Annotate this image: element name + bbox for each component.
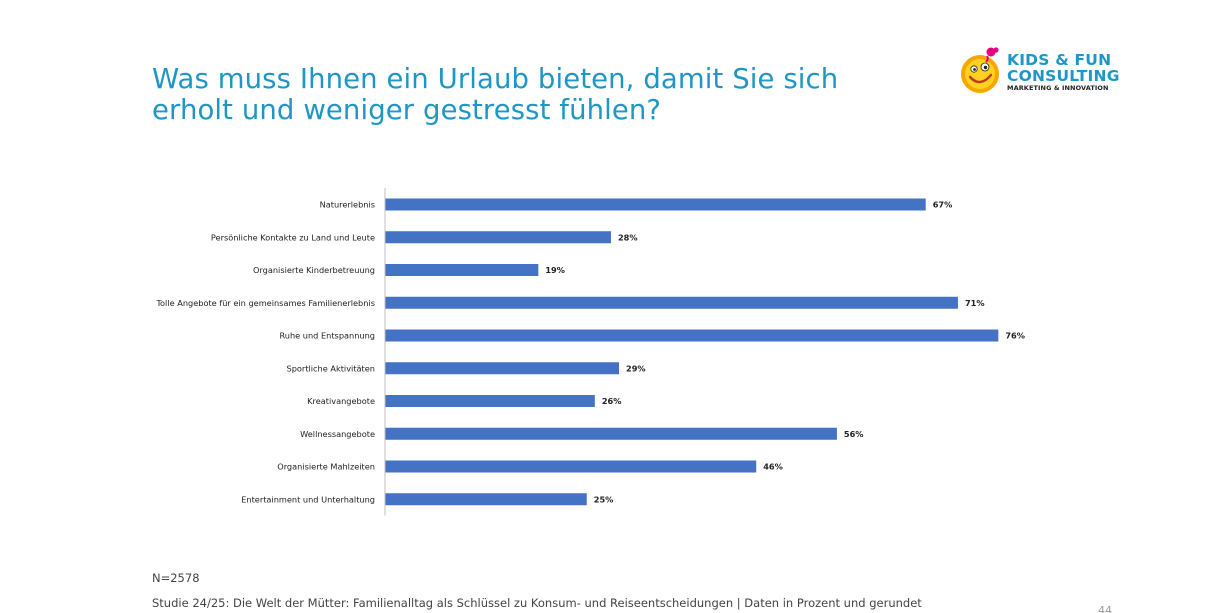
title-line-2: erholt und weniger gestresst fühlen? [152, 94, 662, 126]
data-label: 76% [1005, 331, 1025, 341]
smiley-face-icon [961, 47, 999, 93]
logo-tagline: MARKETING & INNOVATION [1007, 84, 1109, 92]
category-label: Kreativangebote [307, 396, 375, 406]
category-label: Entertainment und Unterhaltung [241, 494, 375, 504]
company-logo: KIDS & FUN CONSULTING MARKETING & INNOVA… [958, 44, 1120, 96]
category-label: Naturerlebnis [320, 200, 375, 210]
title-line-1: Was muss Ihnen ein Urlaub bieten, damit … [152, 63, 839, 95]
logo-line-1: KIDS & FUN [1007, 51, 1112, 69]
category-label: Wellnessangebote [300, 429, 375, 439]
data-label: 29% [626, 363, 646, 373]
bar [385, 231, 611, 244]
sample-size-note: N=2578 [152, 571, 200, 585]
bar [385, 395, 595, 407]
data-label: 67% [933, 200, 953, 210]
bar [385, 329, 999, 342]
category-label: Persönliche Kontakte zu Land und Leute [211, 232, 375, 242]
bar [385, 362, 620, 375]
data-label: 19% [545, 265, 565, 275]
category-label: Tolle Angebote für ein gemeinsames Famil… [155, 298, 375, 308]
data-label: 71% [965, 298, 985, 308]
logo-wordmark: KIDS & FUN CONSULTING MARKETING & INNOVA… [1007, 52, 1120, 93]
source-note: Studie 24/25: Die Welt der Mütter: Famil… [152, 596, 922, 610]
data-label: 25% [594, 494, 614, 504]
data-label: 46% [763, 462, 783, 472]
data-label: 56% [844, 429, 864, 439]
bar [385, 427, 837, 440]
category-label: Ruhe und Entspannung [279, 331, 375, 341]
data-label: 28% [618, 232, 638, 242]
category-label: Sportliche Aktivitäten [287, 363, 375, 373]
bar [385, 460, 757, 473]
page-number: 44 [1098, 604, 1112, 613]
bar [385, 493, 587, 506]
bar [385, 198, 926, 211]
logo-line-2: CONSULTING [1007, 67, 1120, 85]
data-label: 26% [602, 396, 622, 406]
page-title: Was muss Ihnen ein Urlaub bieten, damit … [152, 64, 912, 126]
category-label: Organisierte Mahlzeiten [277, 462, 375, 472]
bar [385, 264, 539, 276]
category-label: Organisierte Kinderbetreuung [253, 265, 375, 275]
bar [385, 296, 958, 309]
